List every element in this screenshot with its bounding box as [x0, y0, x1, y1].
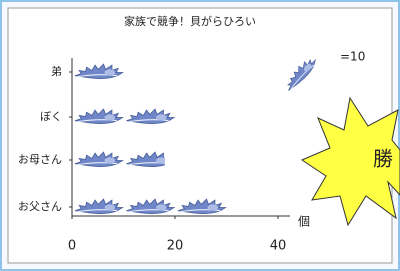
- y-tick-label: お母さん: [18, 153, 62, 166]
- annotation: 勝: [373, 147, 393, 171]
- x-tick-label: 40: [270, 239, 287, 254]
- x-tick-label: 20: [167, 239, 184, 254]
- legend-label: =10: [340, 50, 365, 64]
- y-tick-label: お父さん: [18, 200, 62, 213]
- y-tick-label: 弟: [51, 65, 62, 78]
- x-tick-label: 0: [68, 239, 76, 254]
- page: 家族で競争！貝がらひろい 勝 個 =10 02040弟ぼくお母さんお父さん ((…: [0, 0, 400, 271]
- y-tick-label: ぼく: [40, 110, 62, 123]
- chart: 家族で競争！貝がらひろい 勝 個 =10 0 20 40 弟ぼくお母さんお父さん: [0, 0, 400, 271]
- chart-title: 家族で競争！貝がらひろい: [124, 14, 256, 28]
- x-axis-label: 個: [298, 215, 310, 229]
